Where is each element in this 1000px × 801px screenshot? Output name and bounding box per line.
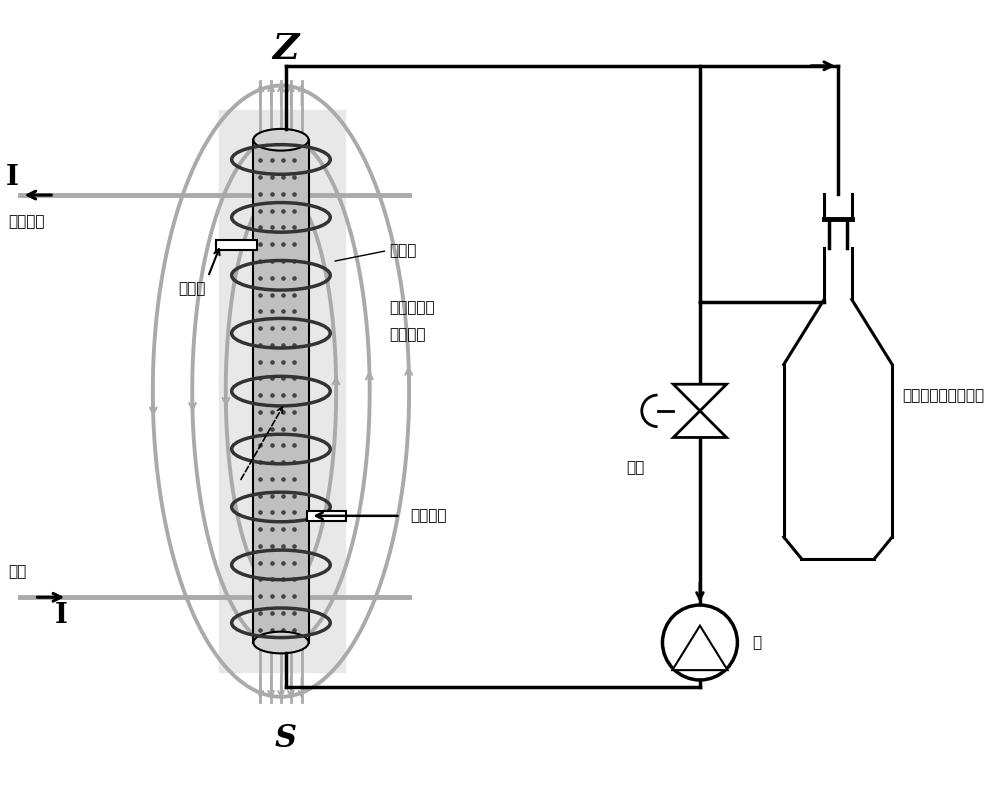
Bar xyxy=(219,111,345,672)
Polygon shape xyxy=(673,411,727,437)
Text: 质固定床: 质固定床 xyxy=(389,328,426,343)
Polygon shape xyxy=(672,626,728,670)
Text: 填充导磁介: 填充导磁介 xyxy=(389,300,435,315)
Text: Z: Z xyxy=(273,32,299,66)
Circle shape xyxy=(662,605,737,680)
Text: 恒温水出: 恒温水出 xyxy=(8,215,44,230)
Bar xyxy=(307,511,346,521)
Bar xyxy=(216,240,257,250)
Text: 恒温水进: 恒温水进 xyxy=(410,509,447,523)
Ellipse shape xyxy=(253,129,309,151)
Text: 细胞与磁流体混合液: 细胞与磁流体混合液 xyxy=(902,388,984,404)
Text: S: S xyxy=(275,723,297,755)
Bar xyxy=(253,139,309,642)
Text: 阀门: 阀门 xyxy=(627,460,645,475)
Text: 螈线管: 螈线管 xyxy=(179,281,206,296)
Text: 磁力线: 磁力线 xyxy=(389,244,417,259)
Text: I: I xyxy=(55,602,68,630)
Text: 泵: 泵 xyxy=(752,635,761,650)
Ellipse shape xyxy=(253,632,309,654)
Text: I: I xyxy=(6,164,19,191)
Polygon shape xyxy=(673,384,727,411)
Text: 电流: 电流 xyxy=(8,565,26,580)
